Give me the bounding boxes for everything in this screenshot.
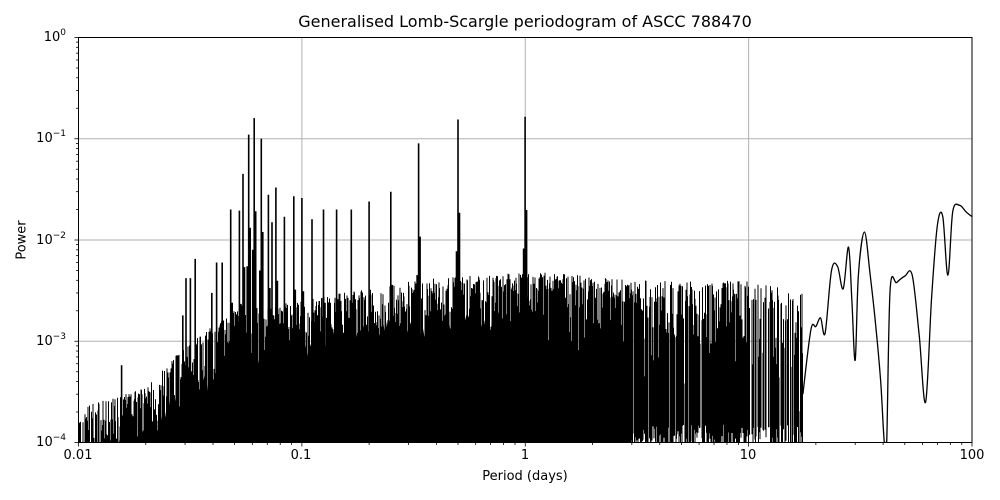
axes-frame (78, 37, 973, 443)
y-tick-label: 10−2 (36, 230, 66, 249)
x-tick-label: 10 (739, 448, 757, 463)
y-tick-label: 100 (43, 27, 66, 46)
x-tick-label: 0.1 (290, 448, 312, 463)
y-tick-label: 10−3 (36, 331, 66, 350)
x-axis-label: Period (days) (482, 469, 568, 484)
y-tick-label: 10−4 (36, 432, 66, 451)
y-tick-label: 10−1 (36, 128, 66, 147)
chart-title: Generalised Lomb-Scargle periodogram of … (298, 12, 752, 31)
x-tick-label: 100 (959, 448, 985, 463)
y-axis-label: Power (14, 220, 30, 260)
x-tick-label: 0.01 (63, 448, 93, 463)
x-tick-label: 1 (520, 448, 530, 463)
periodogram-trace (78, 116, 972, 443)
